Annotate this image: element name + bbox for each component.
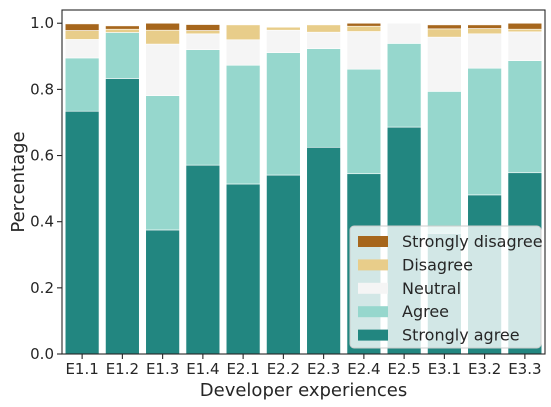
bar-segment-E1.2-disagree [105,28,140,33]
legend-label: Strongly disagree [402,232,543,251]
bar-segment-E2.2-neutral [266,29,301,53]
bar-segment-E3.2-disagree [467,28,502,35]
legend-swatch-disagree [358,259,388,271]
bar-segment-E3.3-strongly-disagree [507,22,543,30]
bar-segment-E1.4-agree [185,49,221,166]
bar-segment-E1.3-agree [145,95,180,231]
x-tick-label: E2.4 [347,360,380,378]
bar-segment-E1.2-strongly-agree [105,78,140,355]
legend-swatch-agree [358,306,388,318]
x-tick-label: E2.2 [267,360,300,378]
bar-segment-E1.1-strongly-disagree [64,23,100,31]
bar-segment-E2.1-neutral [225,39,261,66]
bar-segment-E1.3-neutral [145,43,180,96]
x-tick-label: E2.1 [226,360,259,378]
bar-segment-E2.4-disagree [346,25,382,32]
x-tick-label: E1.2 [106,360,139,378]
bar-segment-E1.2-agree [105,32,140,79]
bar-segment-E2.1-disagree [225,24,261,41]
y-tick-label: 0.8 [30,80,54,98]
bar-segment-E3.3-agree [507,60,543,174]
y-tick-label: 1.0 [30,14,54,32]
legend-swatch-strongly-disagree [358,236,388,247]
bar-segment-E2.2-disagree [266,26,301,31]
legend-swatch-strongly-agree [358,329,388,341]
bar-segment-E3.2-strongly-disagree [467,24,502,29]
x-tick-label: E2.5 [387,360,420,378]
y-tick-label: 0.6 [30,147,54,165]
bar-segment-E3.1-agree [427,91,462,234]
legend-swatch-neutral [358,282,388,294]
bar-segment-E1.4-strongly-agree [185,164,221,355]
bar-segment-E2.1-strongly-agree [225,183,261,355]
bar-segment-E1.4-strongly-disagree [185,24,221,31]
legend-label: Disagree [402,255,473,274]
y-ticks: 0.0 0.2 0.4 0.6 0.8 1.0 [30,14,62,363]
bar-segment-E2.3-disagree [306,24,341,33]
x-tick-label: E3.1 [428,360,461,378]
bar-segment-E1.4-neutral [185,33,221,50]
bar-segment-E2.4-strongly-disagree [346,22,382,27]
bar-segment-E1.1-strongly-agree [64,110,100,355]
bar-segment-E1.1-disagree [64,30,100,40]
legend-box [349,225,542,349]
bar-segment-E1.4-disagree [185,30,221,35]
x-tick-label: E1.1 [65,360,98,378]
x-axis-label: Developer experiences [200,380,407,401]
bar-segment-E2.5-agree [386,43,422,128]
bar-segment-E1.1-agree [64,57,100,112]
bar-segment-E2.3-agree [306,48,341,148]
y-tick-label: 0.0 [30,345,54,363]
bar-segment-E2.4-neutral [346,31,382,70]
x-tick-label: E1.3 [146,360,179,378]
axes-frame [61,9,546,355]
bar-segment-E1.3-strongly-agree [145,229,180,355]
bar-segment-E2.3-neutral [306,31,341,50]
bar-segment-E3.1-disagree [427,28,462,38]
x-tick-label: E3.3 [508,360,541,378]
bar-segment-E3.3-disagree [507,28,543,33]
bar-segment-E1.1-neutral [64,39,100,59]
bar-segment-E2.5-neutral [386,22,422,44]
legend-label: Agree [402,302,449,321]
bar-segment-E2.2-strongly-agree [266,174,301,355]
x-tick-label: E1.4 [186,360,219,378]
legend: Strongly disagree Disagree Neutral Agree Str… [349,225,543,349]
bar-segment-E3.2-agree [467,67,502,196]
x-tick-label: E2.3 [307,360,340,378]
y-axis-label: Percentage [8,131,29,232]
y-tick-label: 0.4 [30,213,54,231]
x-tick-label: E3.2 [468,360,501,378]
bar-segment-E1.2-strongly-disagree [105,25,140,30]
bar-segment-E3.1-neutral [427,36,462,92]
bar-segment-E3.1-strongly-disagree [427,24,462,30]
bar-segment-E1.3-disagree [145,29,180,45]
bar-segment-E3.3-neutral [507,31,543,61]
bar-segment-E2.3-strongly-agree [306,146,341,355]
bar-segment-E2.1-agree [225,64,261,185]
bar-segment-E1.3-strongly-disagree [145,22,180,31]
bar-segment-E2.4-agree [346,68,382,175]
bar-segment-E3.2-neutral [467,33,502,69]
legend-label: Neutral [402,279,461,298]
x-ticks: E1.1 E1.2 E1.3 E1.4 E2.1 E2.2 E2.3 E2.4 E2.5 E3.1… [65,354,542,378]
y-tick-label: 0.2 [30,279,54,297]
bar-segment-E2.2-agree [266,52,301,176]
legend-label: Strongly agree [402,326,520,345]
